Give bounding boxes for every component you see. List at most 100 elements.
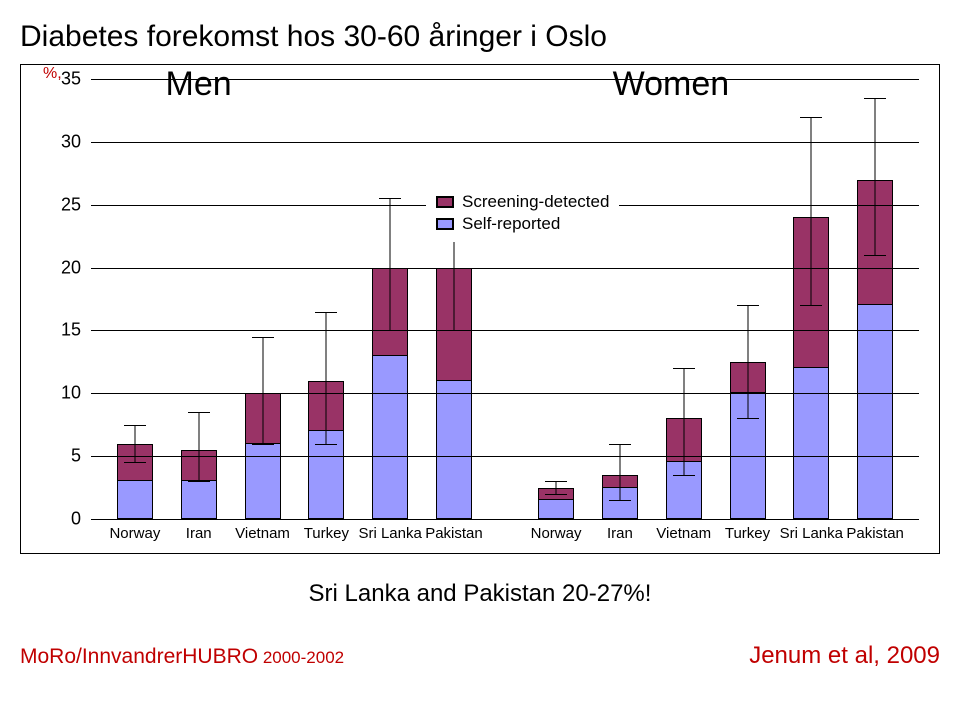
legend-swatch bbox=[436, 196, 454, 208]
section-label: Men bbox=[166, 65, 232, 104]
bar-group: Vietnam bbox=[231, 79, 295, 519]
error-cap bbox=[545, 481, 567, 482]
bar-group: Pakistan bbox=[422, 79, 486, 519]
bars-row: NorwayIranVietnamTurkeySri LankaPakistan… bbox=[91, 79, 919, 519]
error-bar bbox=[875, 98, 876, 255]
error-cap bbox=[379, 198, 401, 199]
x-tick-label: Turkey bbox=[725, 525, 770, 542]
error-bar bbox=[619, 444, 620, 501]
x-tick-label: Vietnam bbox=[235, 525, 290, 542]
error-cap bbox=[800, 117, 822, 118]
legend-label: Screening-detected bbox=[462, 192, 609, 212]
legend-item: Self-reported bbox=[436, 214, 609, 234]
error-bar bbox=[262, 337, 263, 444]
section-label: Women bbox=[613, 65, 730, 104]
error-cap bbox=[252, 444, 274, 445]
bar-group: Sri Lanka bbox=[779, 79, 843, 519]
x-tick-label: Norway bbox=[531, 525, 582, 542]
error-cap bbox=[609, 444, 631, 445]
gridline bbox=[91, 393, 919, 394]
gridline bbox=[91, 268, 919, 269]
error-cap bbox=[609, 500, 631, 501]
error-mid-tick bbox=[609, 475, 631, 476]
bar-segment-self bbox=[117, 481, 153, 519]
chart-container: %, NorwayIranVietnamTurkeySri LankaPakis… bbox=[20, 64, 940, 554]
legend-swatch bbox=[436, 218, 454, 230]
bar-segment-self bbox=[538, 500, 574, 519]
error-cap bbox=[188, 412, 210, 413]
error-cap bbox=[800, 305, 822, 306]
bar-segment-self bbox=[793, 368, 829, 519]
bar-group: Norway bbox=[524, 79, 588, 519]
bar-group: Vietnam bbox=[652, 79, 716, 519]
y-tick-label: 20 bbox=[41, 257, 81, 278]
footer: MoRo/InnvandrerHUBRO 2000-2002 Jenum et … bbox=[20, 642, 940, 670]
bar-group: Turkey bbox=[716, 79, 780, 519]
error-mid-tick bbox=[188, 450, 210, 451]
error-bar bbox=[811, 117, 812, 306]
y-tick-label: 30 bbox=[41, 131, 81, 152]
y-tick-label: 10 bbox=[41, 383, 81, 404]
error-cap bbox=[864, 98, 886, 99]
error-mid-tick bbox=[737, 362, 759, 363]
error-mid-tick bbox=[124, 444, 146, 445]
x-tick-label: Sri Lanka bbox=[780, 525, 843, 542]
footer-left-main: MoRo/InnvandrerHUBRO bbox=[20, 645, 258, 668]
error-mid-tick bbox=[864, 180, 886, 181]
bar-segment-self bbox=[245, 444, 281, 519]
bar-group: Pakistan bbox=[843, 79, 907, 519]
error-cap bbox=[252, 337, 274, 338]
legend: Screening-detectedSelf-reported bbox=[426, 184, 619, 242]
x-tick-label: Iran bbox=[607, 525, 633, 542]
bar-segment-self bbox=[181, 481, 217, 519]
y-tick-label: 0 bbox=[41, 509, 81, 530]
error-cap bbox=[188, 481, 210, 482]
gridline bbox=[91, 456, 919, 457]
plot-area: NorwayIranVietnamTurkeySri LankaPakistan… bbox=[91, 79, 919, 519]
y-tick-label: 35 bbox=[41, 69, 81, 90]
legend-label: Self-reported bbox=[462, 214, 560, 234]
error-cap bbox=[737, 418, 759, 419]
error-mid-tick bbox=[673, 418, 695, 419]
error-mid-tick bbox=[800, 217, 822, 218]
error-cap bbox=[864, 255, 886, 256]
error-cap bbox=[737, 305, 759, 306]
gridline bbox=[91, 330, 919, 331]
gridline bbox=[91, 142, 919, 143]
footer-left-years: 2000-2002 bbox=[258, 648, 344, 667]
x-tick-label: Vietnam bbox=[656, 525, 711, 542]
bar-segment-self bbox=[857, 305, 893, 519]
legend-item: Screening-detected bbox=[436, 192, 609, 212]
error-mid-tick bbox=[315, 381, 337, 382]
error-cap bbox=[315, 312, 337, 313]
x-tick-label: Pakistan bbox=[425, 525, 483, 542]
error-cap bbox=[673, 475, 695, 476]
y-tick-label: 25 bbox=[41, 194, 81, 215]
x-tick-label: Turkey bbox=[304, 525, 349, 542]
bar-segment-self bbox=[436, 381, 472, 519]
x-tick-label: Norway bbox=[109, 525, 160, 542]
x-tick-label: Iran bbox=[186, 525, 212, 542]
error-mid-tick bbox=[545, 488, 567, 489]
bar-group: Norway bbox=[103, 79, 167, 519]
bar-group: Iran bbox=[588, 79, 652, 519]
gridline bbox=[91, 519, 919, 520]
page-title: Diabetes forekomst hos 30-60 åringer i O… bbox=[20, 20, 940, 54]
error-bar bbox=[683, 368, 684, 475]
y-tick-label: 15 bbox=[41, 320, 81, 341]
bar-segment-self bbox=[372, 356, 408, 519]
error-bar bbox=[390, 198, 391, 330]
error-cap bbox=[673, 368, 695, 369]
error-cap bbox=[124, 425, 146, 426]
error-cap bbox=[545, 494, 567, 495]
footnote: Sri Lanka and Pakistan 20-27%! bbox=[20, 580, 940, 608]
x-tick-label: Sri Lanka bbox=[358, 525, 421, 542]
footer-left: MoRo/InnvandrerHUBRO 2000-2002 bbox=[20, 645, 344, 669]
footer-right: Jenum et al, 2009 bbox=[749, 642, 940, 670]
error-cap bbox=[315, 444, 337, 445]
group-spacer bbox=[486, 79, 524, 519]
error-bar bbox=[198, 412, 199, 481]
error-cap bbox=[124, 462, 146, 463]
bar-group: Iran bbox=[167, 79, 231, 519]
y-tick-label: 5 bbox=[41, 446, 81, 467]
